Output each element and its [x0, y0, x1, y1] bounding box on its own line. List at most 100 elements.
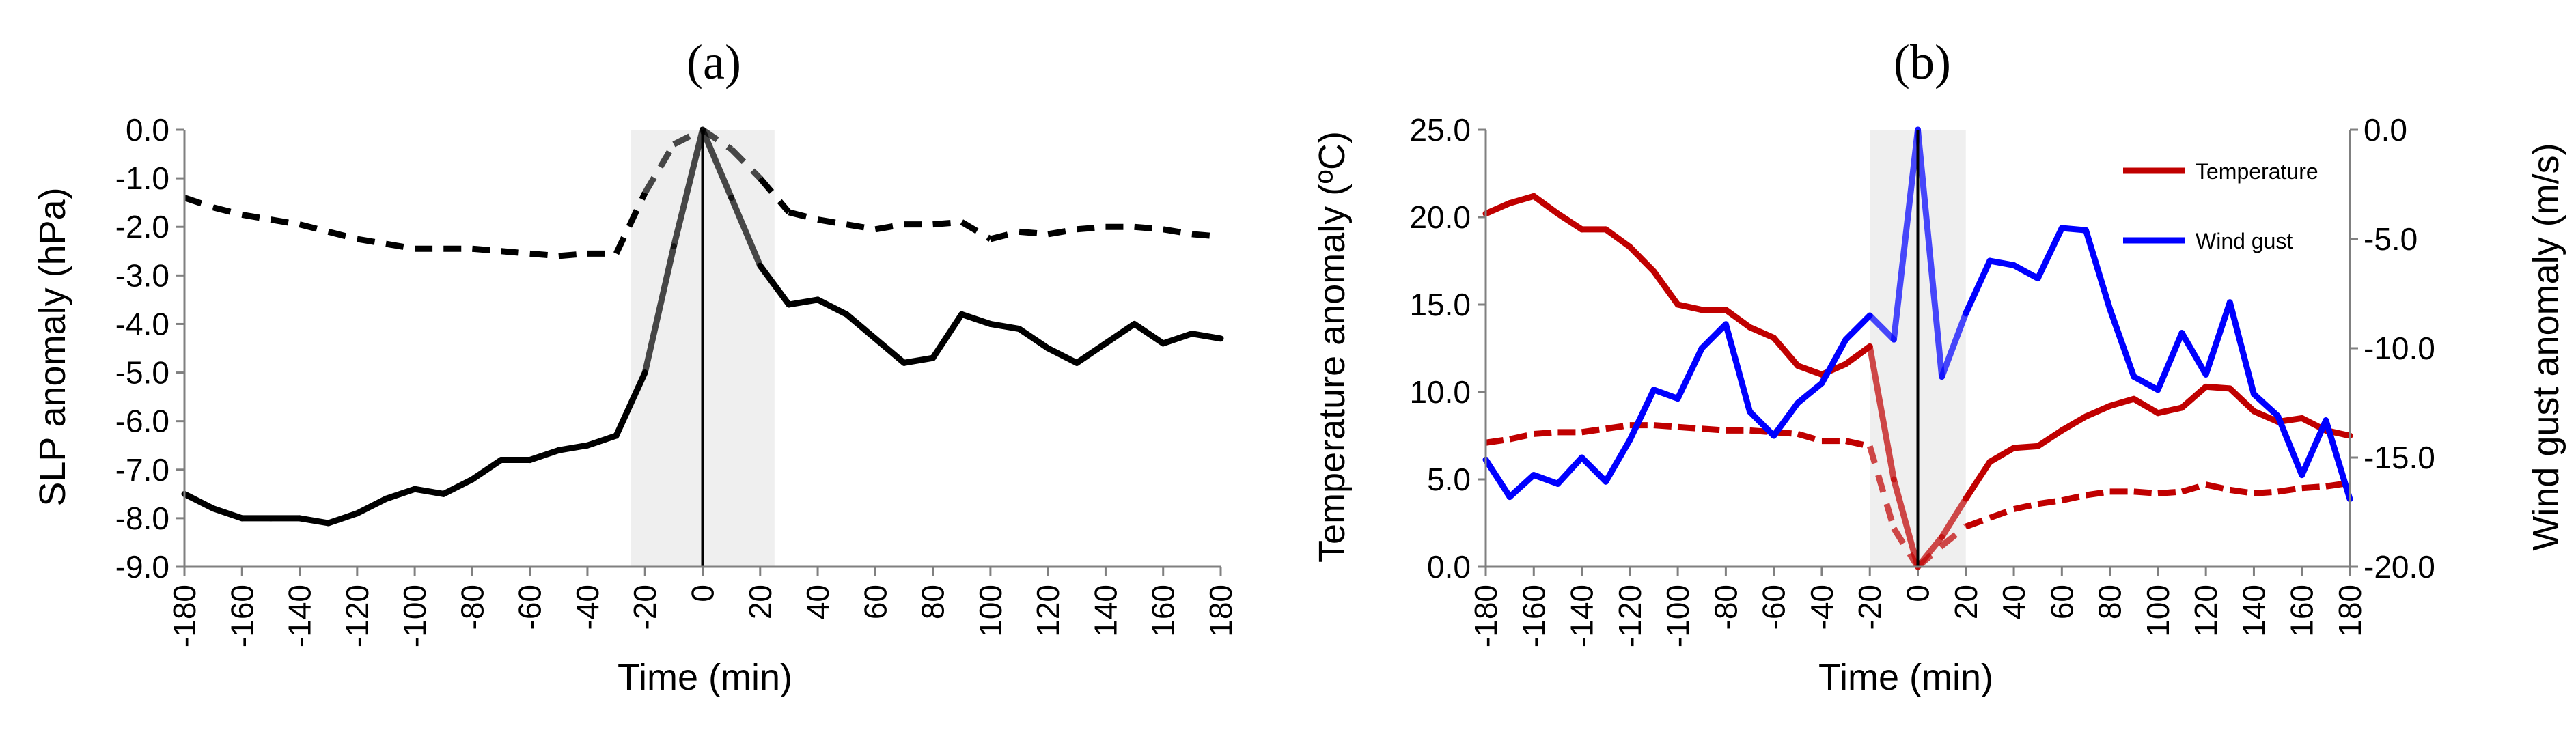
series-segment [932, 219, 962, 228]
series-segment [2323, 417, 2353, 503]
y-tick-label: 20.0 [1409, 199, 1471, 235]
series-segment [411, 486, 447, 497]
series-segment [930, 311, 965, 361]
series-segment [670, 126, 706, 250]
series-segment [728, 195, 764, 269]
series-segment [241, 212, 272, 223]
x-tick-label: 60 [2044, 585, 2079, 619]
series-segment [2082, 402, 2114, 420]
series-segment [1797, 431, 1823, 445]
series-segment [1866, 312, 1897, 343]
series-segment [872, 335, 907, 366]
series-segment [2061, 492, 2087, 504]
y-tick-labels-b: 25.0 20.0 15.0 10.0 5.0 0.0 [1409, 112, 1471, 585]
series-segment [1603, 436, 1633, 485]
axes-frame-a [183, 130, 1221, 568]
series-layer-b [1482, 126, 2353, 570]
series-segment [2178, 383, 2209, 411]
series-segment [1965, 515, 1991, 530]
x-axis-label-a: Time (min) [618, 657, 792, 698]
x-tick-label: -80 [454, 585, 490, 630]
series-segment [2107, 395, 2137, 409]
series-segment [1506, 472, 1537, 501]
series-segment [960, 219, 993, 242]
series-segment [1650, 387, 1681, 402]
series-segment [1890, 126, 1921, 343]
series-segment [1722, 321, 1754, 415]
series-segment [2202, 383, 2233, 392]
series-segment [2131, 374, 2161, 393]
series-segment [613, 369, 648, 439]
series-segment [183, 195, 214, 211]
series-segment [1795, 363, 1825, 378]
series-segment [1986, 445, 2017, 465]
series-segment [814, 296, 850, 318]
series-segment [1674, 301, 1705, 313]
series-segment [786, 296, 821, 308]
x-tick-marks-a [183, 567, 1222, 576]
series-segment [440, 476, 475, 497]
series-segment [757, 262, 792, 308]
series-segment [1818, 336, 1849, 387]
y-tick-label: -3.0 [115, 257, 169, 293]
x-tick-label: -100 [1660, 585, 1695, 647]
series-segment [2034, 225, 2065, 282]
series-segment [1986, 257, 2017, 268]
x-tick-label: -60 [1756, 585, 1792, 630]
series-segment [2226, 299, 2257, 397]
panel-label-b: (b) [1894, 35, 1951, 89]
series-segment [2133, 488, 2159, 496]
x-tick-label: 160 [1146, 585, 1181, 637]
series-segment [1044, 345, 1080, 366]
series-segment [1842, 343, 1873, 367]
series-segment [2155, 404, 2185, 417]
series-segment [1073, 340, 1109, 366]
series-segment [846, 221, 876, 233]
series-segment [987, 320, 1023, 333]
series-segment [2037, 497, 2062, 507]
y-right-tick-labels-b: 0.0 -5.0 -10.0 -15.0 -20.0 [2364, 112, 2435, 585]
series-segment [1131, 320, 1167, 347]
series-segment [1989, 506, 2015, 521]
series-segment [2299, 417, 2329, 479]
series-segment [2254, 488, 2278, 496]
x-tick-label: 40 [800, 585, 835, 619]
series-segment [2058, 413, 2089, 434]
y-right-tick-label: 0.0 [2364, 112, 2407, 148]
series-segment [2034, 427, 2065, 449]
series-segment [1016, 326, 1051, 352]
series-segment [1771, 399, 1801, 439]
x-tick-label: 140 [2236, 585, 2271, 637]
x-tick-label: -60 [512, 585, 548, 630]
series-segment [2202, 299, 2233, 378]
series-segment [641, 243, 677, 376]
series-segment [501, 248, 531, 257]
series-segment [900, 354, 937, 366]
series-segment [1134, 223, 1164, 233]
x-tick-label: 80 [915, 585, 951, 619]
series-segment [1677, 423, 1702, 432]
series-layer-a [181, 126, 1224, 527]
series-temperature-b [1482, 193, 2353, 570]
x-tick-labels-b: -180 -160 -140 -120 -100 -80 -60 -40 -20 0 20 40 60 8… [1468, 585, 2368, 647]
y-right-tick-label: -20.0 [2364, 549, 2435, 585]
series-segment [1939, 524, 1968, 548]
series-segment [1842, 312, 1873, 343]
y-right-tick-label: -10.0 [2364, 331, 2435, 366]
x-tick-label: -180 [167, 585, 202, 647]
series-segment [1019, 228, 1049, 238]
y-tick-label: 10.0 [1409, 374, 1471, 410]
series-segment [1963, 257, 1993, 317]
series-segment [469, 457, 505, 483]
series-segment [1554, 210, 1585, 233]
series-segment [385, 240, 415, 252]
series-segment [1866, 343, 1897, 483]
y-tick-label: -6.0 [115, 404, 169, 439]
series-segment [2180, 481, 2207, 495]
x-tick-label: 0 [1900, 585, 1936, 602]
series-segment [1674, 345, 1705, 402]
y-tick-marks-a [176, 128, 184, 568]
x-tick-label: 20 [743, 585, 778, 619]
series-segment [1605, 422, 1631, 432]
